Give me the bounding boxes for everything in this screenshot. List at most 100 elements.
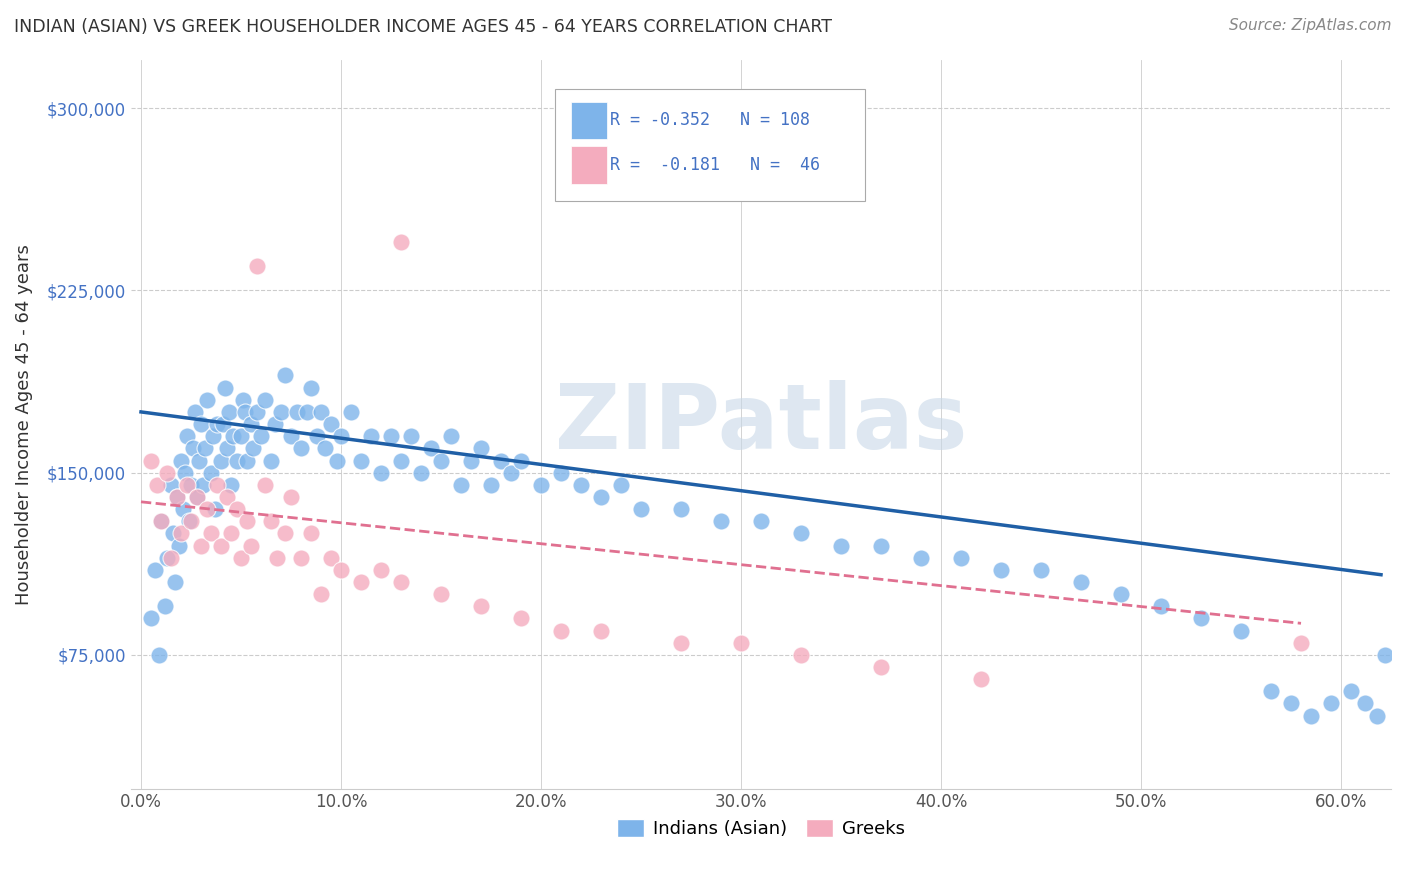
Point	[470, 599, 492, 614]
Point	[166, 490, 188, 504]
Point	[370, 466, 392, 480]
Point	[156, 466, 179, 480]
Point	[260, 453, 283, 467]
Point	[990, 563, 1012, 577]
Point	[218, 405, 240, 419]
Point	[870, 539, 893, 553]
Point	[489, 453, 512, 467]
Point	[209, 453, 232, 467]
Point	[1109, 587, 1132, 601]
Point	[1070, 574, 1092, 589]
Point	[510, 453, 533, 467]
Point	[1354, 697, 1376, 711]
Point	[264, 417, 287, 431]
Point	[219, 478, 242, 492]
Text: R = -0.352   N = 108: R = -0.352 N = 108	[610, 112, 810, 129]
Point	[184, 405, 207, 419]
Point	[330, 563, 353, 577]
Point	[195, 502, 218, 516]
Point	[270, 405, 292, 419]
Point	[215, 442, 238, 456]
Point	[143, 563, 166, 577]
Point	[260, 514, 283, 528]
Point	[246, 405, 269, 419]
Point	[479, 478, 502, 492]
Text: R =  -0.181   N =  46: R = -0.181 N = 46	[610, 156, 820, 174]
Point	[389, 235, 412, 249]
Point	[290, 442, 312, 456]
Point	[460, 453, 482, 467]
Point	[180, 478, 202, 492]
Point	[172, 502, 194, 516]
Point	[470, 442, 492, 456]
Point	[305, 429, 328, 443]
Legend: Indians (Asian), Greeks: Indians (Asian), Greeks	[610, 812, 912, 845]
Point	[253, 478, 276, 492]
Point	[970, 672, 993, 686]
Point	[280, 490, 302, 504]
Point	[180, 514, 202, 528]
Point	[1279, 697, 1302, 711]
Point	[229, 550, 252, 565]
Point	[170, 526, 193, 541]
Point	[350, 574, 373, 589]
Point	[749, 514, 772, 528]
Point	[550, 466, 572, 480]
Point	[236, 514, 259, 528]
Y-axis label: Householder Income Ages 45 - 64 years: Householder Income Ages 45 - 64 years	[15, 244, 32, 605]
Point	[380, 429, 402, 443]
Point	[242, 442, 264, 456]
Point	[209, 539, 232, 553]
Point	[186, 490, 208, 504]
Point	[389, 453, 412, 467]
Text: Source: ZipAtlas.com: Source: ZipAtlas.com	[1229, 18, 1392, 33]
Point	[204, 502, 226, 516]
Text: INDIAN (ASIAN) VS GREEK HOUSEHOLDER INCOME AGES 45 - 64 YEARS CORRELATION CHART: INDIAN (ASIAN) VS GREEK HOUSEHOLDER INCO…	[14, 18, 832, 36]
Point	[246, 259, 269, 273]
Text: ZIPatlas: ZIPatlas	[555, 380, 967, 468]
Point	[370, 563, 392, 577]
Point	[226, 453, 249, 467]
Point	[1029, 563, 1052, 577]
Point	[330, 429, 353, 443]
Point	[200, 526, 222, 541]
Point	[710, 514, 733, 528]
Point	[1289, 636, 1312, 650]
Point	[910, 550, 932, 565]
Point	[450, 478, 472, 492]
Point	[790, 648, 813, 662]
Point	[181, 442, 204, 456]
Point	[340, 405, 363, 419]
Point	[240, 417, 263, 431]
Point	[399, 429, 422, 443]
Point	[219, 526, 242, 541]
Point	[420, 442, 443, 456]
Point	[162, 526, 184, 541]
Point	[150, 514, 173, 528]
Point	[205, 417, 228, 431]
Point	[326, 453, 349, 467]
Point	[630, 502, 652, 516]
Point	[146, 478, 169, 492]
Point	[1365, 708, 1388, 723]
Point	[229, 429, 252, 443]
Point	[200, 466, 222, 480]
Point	[226, 502, 249, 516]
Point	[233, 405, 256, 419]
Point	[290, 550, 312, 565]
Point	[174, 466, 197, 480]
Point	[550, 624, 572, 638]
Point	[430, 587, 453, 601]
Point	[1189, 611, 1212, 625]
Point	[236, 453, 259, 467]
Point	[409, 466, 432, 480]
Point	[214, 381, 236, 395]
Point	[530, 478, 553, 492]
Point	[285, 405, 308, 419]
Point	[669, 502, 692, 516]
Point	[222, 429, 245, 443]
Point	[314, 442, 336, 456]
Point	[790, 526, 813, 541]
Point	[830, 539, 852, 553]
Point	[730, 636, 752, 650]
